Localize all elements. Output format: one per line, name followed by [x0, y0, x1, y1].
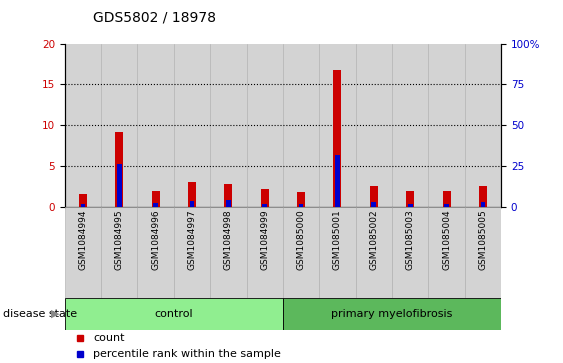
Bar [392, 207, 428, 298]
Bar [335, 155, 340, 207]
Bar [299, 204, 303, 207]
Bar [226, 200, 231, 207]
Bar [174, 207, 210, 298]
Bar [283, 298, 501, 330]
Text: count: count [93, 333, 125, 343]
Bar [392, 44, 428, 207]
Text: GSM1085004: GSM1085004 [442, 209, 451, 270]
Bar [481, 202, 485, 207]
Text: disease state: disease state [3, 309, 77, 319]
Text: GSM1084995: GSM1084995 [115, 209, 124, 270]
Text: ▶: ▶ [51, 309, 59, 319]
Bar [101, 44, 137, 207]
Text: primary myelofibrosis: primary myelofibrosis [331, 309, 453, 319]
Bar [247, 44, 283, 207]
Bar [319, 207, 356, 298]
Bar [81, 204, 85, 207]
Bar [65, 44, 101, 207]
Bar [408, 204, 413, 207]
Text: GSM1084998: GSM1084998 [224, 209, 233, 270]
Bar [188, 182, 196, 207]
Bar [443, 191, 450, 207]
Bar [464, 44, 501, 207]
Text: GSM1084994: GSM1084994 [78, 209, 87, 270]
Text: percentile rank within the sample: percentile rank within the sample [93, 348, 282, 359]
Bar [115, 132, 123, 207]
Bar [174, 44, 210, 207]
Bar [65, 298, 283, 330]
Text: control: control [154, 309, 193, 319]
Bar [190, 201, 194, 207]
Bar [137, 44, 174, 207]
Bar [370, 185, 378, 207]
Text: GSM1084999: GSM1084999 [260, 209, 269, 270]
Bar [444, 204, 449, 207]
Bar [428, 44, 464, 207]
Bar [479, 185, 487, 207]
Bar [79, 194, 87, 207]
Bar [283, 44, 319, 207]
Bar [333, 70, 341, 207]
Bar [262, 204, 267, 207]
Text: GSM1085000: GSM1085000 [297, 209, 306, 270]
Bar [153, 203, 158, 207]
Bar [406, 191, 414, 207]
Text: GDS5802 / 18978: GDS5802 / 18978 [93, 11, 216, 25]
Bar [210, 207, 247, 298]
Text: GSM1084997: GSM1084997 [187, 209, 196, 270]
Bar [261, 189, 269, 207]
Bar [297, 192, 305, 207]
Bar [151, 191, 160, 207]
Text: GSM1085003: GSM1085003 [406, 209, 415, 270]
Bar [247, 207, 283, 298]
Text: GSM1084996: GSM1084996 [151, 209, 160, 270]
Bar [319, 44, 356, 207]
Bar [356, 44, 392, 207]
Text: GSM1085002: GSM1085002 [369, 209, 378, 270]
Bar [210, 44, 247, 207]
Text: GSM1085001: GSM1085001 [333, 209, 342, 270]
Bar [372, 202, 376, 207]
Bar [137, 207, 174, 298]
Bar [117, 164, 122, 207]
Bar [283, 207, 319, 298]
Bar [65, 207, 101, 298]
Bar [101, 207, 137, 298]
Bar [428, 207, 464, 298]
Bar [225, 184, 233, 207]
Text: GSM1085005: GSM1085005 [479, 209, 488, 270]
Bar [356, 207, 392, 298]
Bar [464, 207, 501, 298]
